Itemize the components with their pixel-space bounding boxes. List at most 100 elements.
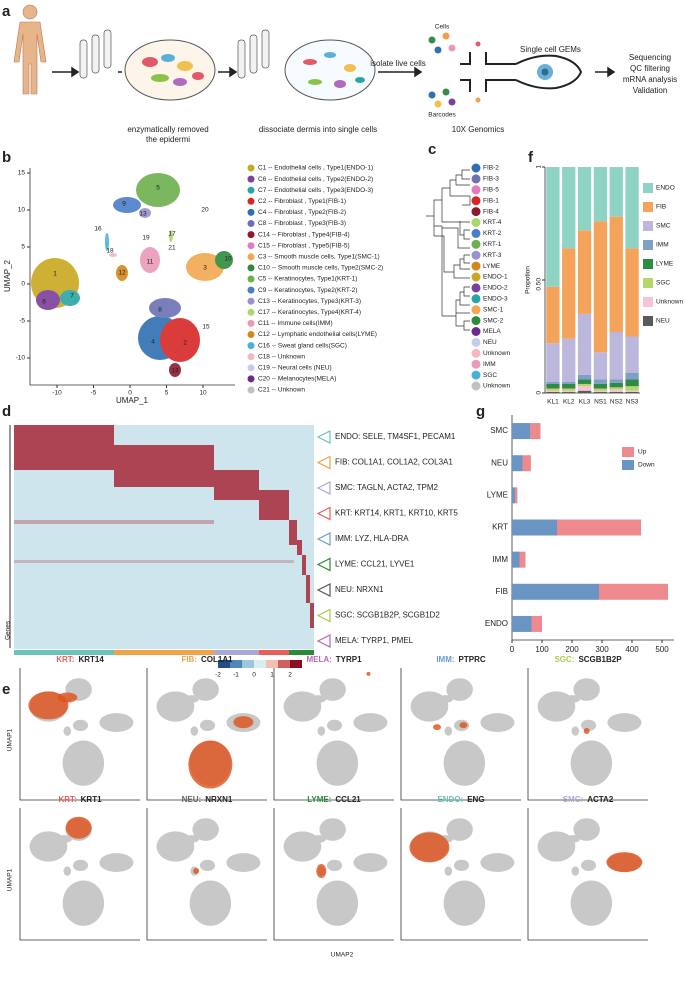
leaf-dot [471,381,481,391]
bar-segment [577,379,592,384]
axis-label: UMAP1 [7,868,14,891]
leaf-label: ENDO-1 [483,274,508,281]
bar-segment [562,391,576,393]
output-line: mRNA analysis [623,75,677,84]
bar-segment [515,487,518,504]
bar-segment [531,615,542,632]
legend-swatch [643,316,653,326]
person-icon [13,4,47,95]
step-label: enzymatically removed [127,125,208,134]
marker-arrow [316,583,331,597]
gene: TYRP1 [336,655,362,664]
legend-label: C5 -- Keratinocytes, Type1(KRT-1) [258,276,357,283]
bar-segment [593,388,608,391]
x-tick-label: NS2 [610,399,623,406]
bar-segment [625,379,639,387]
bar-segment [546,167,560,287]
expression-hotspot [57,692,78,703]
legend-label: IMM [656,242,669,249]
y-tick-label: KRT [492,523,508,532]
bar-segment [512,519,557,536]
leaf-dot [471,283,481,293]
bar-segment [625,386,639,391]
leaf-label: FIB-3 [483,176,499,183]
leaf-dot [471,218,481,227]
legend-swatch [247,331,255,338]
bar-segment [522,455,531,472]
legend-swatch [247,342,255,350]
heatmap-annotation [14,650,314,655]
expression-hotspot [459,722,468,729]
bar-segment [546,383,560,389]
leaf-label: Unknown [483,383,510,390]
bar-segment [562,390,576,392]
x-tick-label: 400 [625,645,639,654]
bar-segment [546,381,560,384]
x-tick-label: NS1 [594,399,607,406]
leaf-label: KRT-2 [483,230,502,237]
axis-label: UMAP_2 [3,259,12,292]
bar-segment [625,372,639,380]
marker-arrow [316,481,331,495]
cluster-number: 14 [171,368,179,375]
leaf-label: LYME [483,263,501,270]
y-tick-label: 15 [18,170,26,177]
legend-swatch [643,259,653,269]
gene: KRT1 [81,795,102,804]
legend-label: C11 -- Immune cells(IMM) [258,320,333,327]
legend-label: FIB [656,204,666,211]
leaf-label: FIB-5 [483,187,499,194]
leaf-label: FIB-2 [483,165,499,172]
legend-label: Unknown [656,299,683,306]
marker-arrow [316,430,331,444]
bar-segment [625,391,639,393]
leaf-dot [471,261,481,271]
cluster-number: 6 [42,299,46,306]
tissue-cells [142,54,204,86]
legend-label: C8 -- Fibroblast , Type3(FIB-3) [258,220,346,227]
legend-swatch [247,286,255,294]
leaf-dot [471,359,481,369]
cluster-number: 15 [202,324,210,331]
color-scale [218,660,302,668]
x-tick-label: 500 [655,645,669,654]
bar-segment [546,391,560,393]
bar-segment [512,551,520,568]
legend-label: C6 -- Endothelial cells , Type2(ENDO-2) [258,176,373,183]
umap-clusters [31,173,233,377]
legend-swatch [247,308,255,316]
panel-letter: e [2,681,10,698]
leaf-dot [471,174,481,184]
charts: f Propotion 0 0.50 1 KL1 KL2 KL3 NS1 NS2 NS3 ENDO FI… [476,149,683,654]
scale-tick-label: 2 [288,672,292,679]
legend-swatch [247,242,255,250]
bar-segment [512,487,515,504]
leaf-dot [471,228,481,238]
marker-arrow [316,455,331,470]
umap-background [283,818,388,926]
cluster-number: 4 [151,339,155,346]
leaf-dot [471,294,481,304]
legend-label: C19 -- Neural cells (NEU) [258,365,332,372]
legend-swatch [247,275,255,283]
leaf-label: Unknown [483,350,510,357]
legend-label: C21 -- Unknown [258,387,305,394]
panel-a: a [2,3,677,144]
marker-label: KRT: KRT14, KRT1, KRT10, KRT5 [335,509,458,518]
leaf-label: NEU [483,339,497,346]
panel-letter: d [2,403,11,420]
axis-label: Genes [5,620,12,640]
plot-axes [146,808,267,941]
y-tick-label: IMM [492,555,508,564]
leaf-label: FIB-1 [483,197,499,204]
x-tick-label: -5 [91,390,97,397]
cluster-number: 13 [139,211,147,218]
umap-background [283,678,388,786]
barcodes-label: Barcodes [428,112,456,119]
bar-segment [609,389,623,392]
bar-segment [562,167,576,249]
legend-label: C17 -- Keratinocytes, Type4(KRT-4) [258,309,361,316]
leaf-label: ENDO-2 [483,285,508,292]
y-tick-label: ENDO [485,619,508,628]
gene: KRT14 [78,655,104,664]
